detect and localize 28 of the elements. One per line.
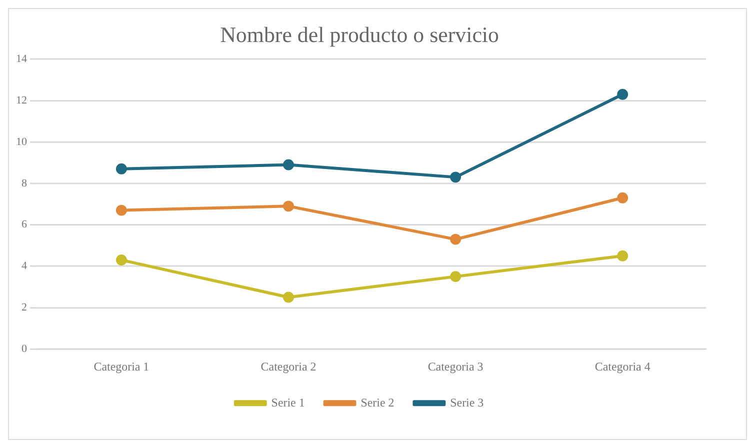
point	[450, 234, 462, 245]
point	[450, 271, 462, 282]
legend-label: Serie 2	[360, 395, 394, 410]
point	[116, 254, 127, 266]
legend-label: Serie 1	[271, 395, 305, 410]
point	[617, 250, 628, 262]
point	[283, 159, 294, 170]
point	[617, 88, 628, 100]
y-tick-label: 4	[21, 260, 28, 272]
y-tick-label: 10	[16, 136, 28, 148]
x-tick-label: Categoria 3	[428, 359, 484, 374]
x-tick-label: Categoria 1	[94, 359, 150, 374]
y-tick-label: 6	[21, 218, 28, 231]
legend-label: Serie 3	[450, 395, 484, 410]
y-tick-label: 0	[21, 342, 28, 355]
y-tick-label: 8	[21, 177, 28, 190]
x-tick-label: Categoria 4	[594, 359, 650, 374]
point	[283, 200, 294, 212]
point	[283, 292, 294, 303]
y-tick-label: 12	[16, 94, 27, 106]
point	[450, 172, 462, 183]
chart-title: Nombre del producto o servicio	[220, 22, 500, 47]
x-tick-label: Categoria 2	[260, 359, 316, 374]
point	[617, 192, 628, 204]
y-tick-label: 2	[21, 301, 27, 314]
point	[116, 163, 127, 174]
y-tick-label: 14	[16, 53, 28, 66]
point	[116, 204, 127, 216]
